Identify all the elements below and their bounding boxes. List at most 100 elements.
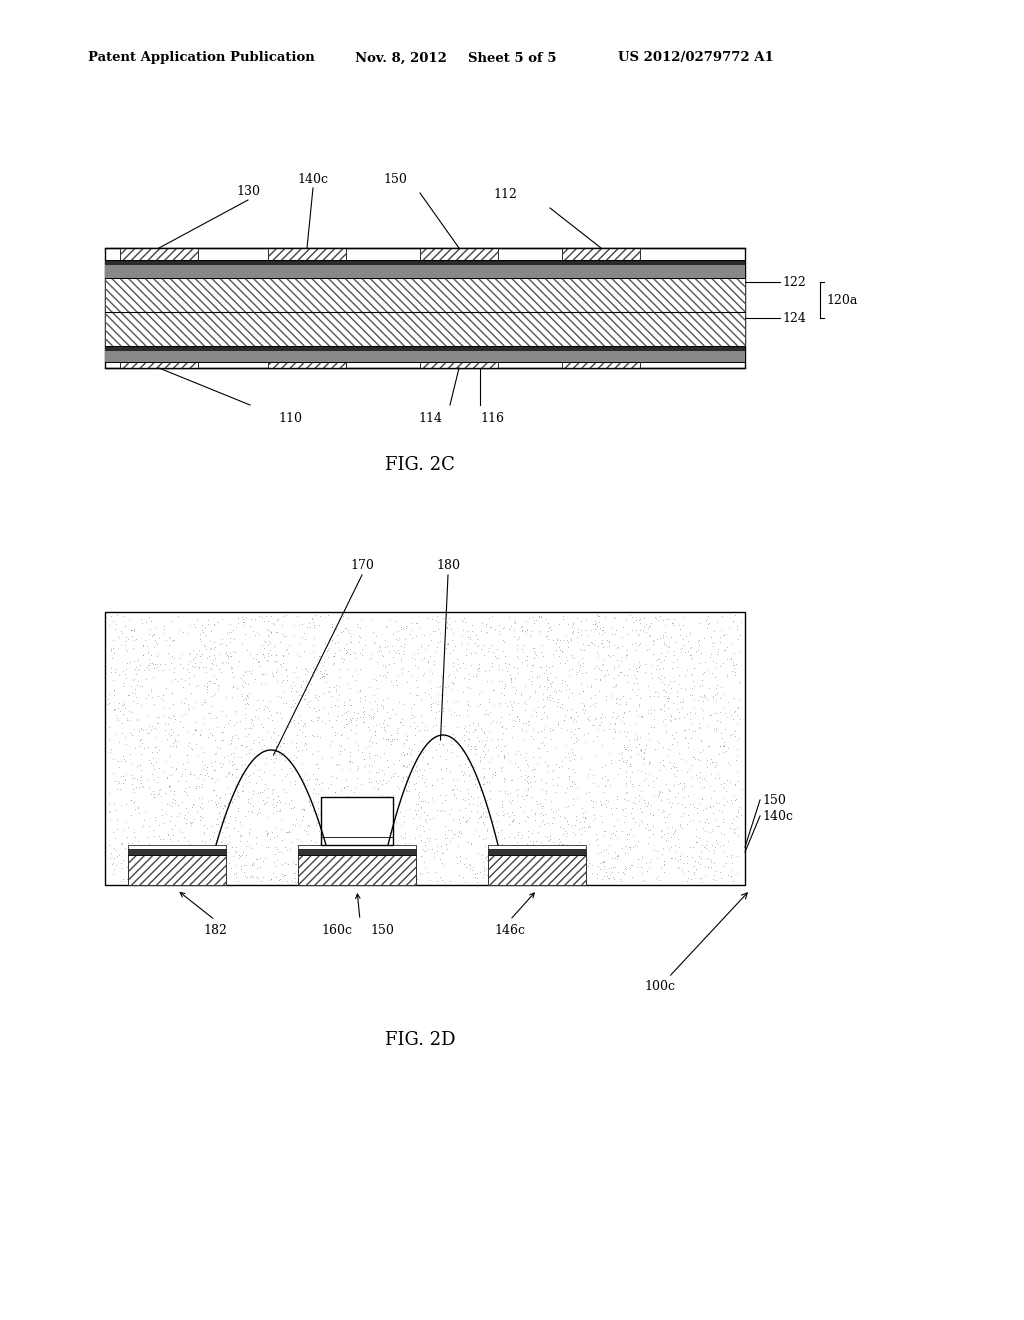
Point bbox=[417, 647, 433, 668]
Point bbox=[495, 801, 511, 822]
Point bbox=[393, 836, 410, 857]
Point bbox=[633, 780, 649, 801]
Point bbox=[553, 853, 569, 874]
Point bbox=[228, 677, 245, 698]
Point bbox=[679, 845, 695, 866]
Point bbox=[501, 704, 517, 725]
Point bbox=[310, 700, 327, 721]
Point bbox=[688, 764, 705, 785]
Point bbox=[352, 826, 369, 847]
Point bbox=[729, 818, 745, 840]
Point bbox=[302, 673, 318, 694]
Point bbox=[332, 863, 348, 884]
Point bbox=[206, 665, 222, 686]
Point bbox=[699, 606, 716, 627]
Point bbox=[514, 620, 530, 642]
Point bbox=[290, 741, 306, 762]
Point bbox=[462, 696, 478, 717]
Point bbox=[274, 723, 291, 744]
Point bbox=[628, 723, 644, 744]
Point bbox=[606, 635, 623, 656]
Point bbox=[376, 812, 392, 833]
Point bbox=[696, 661, 713, 682]
Point bbox=[651, 783, 668, 804]
Point bbox=[513, 652, 529, 673]
Point bbox=[680, 737, 696, 758]
Point bbox=[163, 756, 179, 777]
Point bbox=[463, 785, 479, 807]
Point bbox=[213, 730, 229, 751]
Point bbox=[649, 610, 666, 631]
Point bbox=[624, 774, 640, 795]
Point bbox=[728, 845, 744, 866]
Point bbox=[682, 624, 698, 645]
Point bbox=[528, 754, 545, 775]
Point bbox=[331, 866, 347, 887]
Point bbox=[338, 770, 354, 791]
Text: 116: 116 bbox=[480, 412, 504, 425]
Bar bbox=[298, 849, 416, 855]
Point bbox=[708, 754, 724, 775]
Point bbox=[145, 694, 162, 715]
Point bbox=[639, 774, 655, 795]
Point bbox=[367, 867, 383, 888]
Point bbox=[246, 854, 262, 875]
Point bbox=[482, 729, 499, 750]
Point bbox=[664, 792, 680, 813]
Point bbox=[251, 655, 267, 676]
Point bbox=[240, 788, 256, 809]
Point bbox=[593, 632, 609, 653]
Point bbox=[321, 836, 337, 857]
Point bbox=[142, 678, 159, 700]
Point bbox=[534, 797, 550, 818]
Point bbox=[180, 668, 197, 689]
Point bbox=[581, 816, 597, 837]
Point bbox=[475, 768, 492, 789]
Point bbox=[100, 727, 117, 748]
Point bbox=[600, 858, 616, 879]
Point bbox=[487, 645, 504, 667]
Point bbox=[151, 739, 167, 760]
Point bbox=[461, 793, 477, 814]
Point bbox=[240, 693, 256, 714]
Point bbox=[590, 775, 606, 796]
Point bbox=[519, 766, 536, 787]
Point bbox=[189, 609, 206, 630]
Point bbox=[256, 611, 272, 632]
Point bbox=[199, 681, 215, 702]
Point bbox=[239, 640, 255, 661]
Point bbox=[493, 706, 509, 727]
Point bbox=[504, 801, 520, 822]
Point bbox=[457, 789, 473, 810]
Point bbox=[212, 752, 228, 774]
Point bbox=[234, 676, 251, 697]
Point bbox=[289, 871, 305, 892]
Point bbox=[207, 730, 223, 751]
Point bbox=[493, 682, 509, 704]
Point bbox=[375, 665, 391, 686]
Point bbox=[202, 863, 218, 884]
Point bbox=[518, 784, 535, 805]
Point bbox=[370, 851, 386, 873]
Point bbox=[690, 851, 707, 873]
Point bbox=[526, 610, 543, 631]
Point bbox=[324, 824, 340, 845]
Point bbox=[239, 830, 255, 851]
Point bbox=[260, 626, 276, 647]
Point bbox=[660, 779, 677, 800]
Point bbox=[128, 693, 144, 714]
Point bbox=[696, 685, 713, 706]
Point bbox=[631, 656, 647, 677]
Point bbox=[463, 833, 479, 854]
Point bbox=[170, 606, 186, 627]
Point bbox=[128, 656, 144, 677]
Point bbox=[314, 861, 331, 882]
Point bbox=[339, 659, 355, 680]
Point bbox=[150, 653, 166, 675]
Point bbox=[343, 626, 359, 647]
Point bbox=[662, 704, 678, 725]
Point bbox=[523, 624, 540, 645]
Point bbox=[617, 783, 634, 804]
Point bbox=[463, 735, 479, 756]
Point bbox=[208, 813, 224, 834]
